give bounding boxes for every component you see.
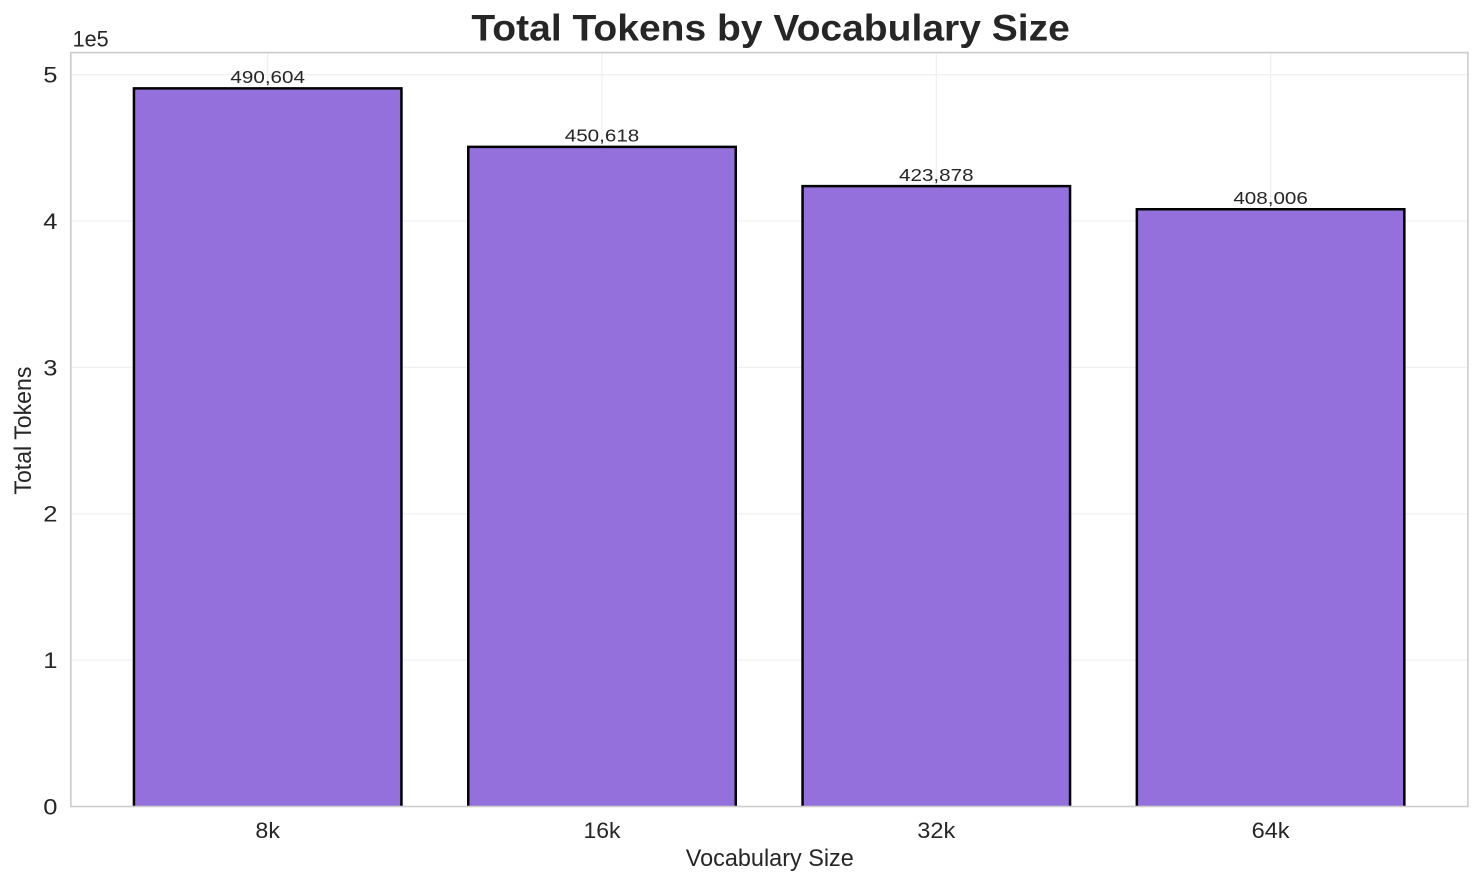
svg-text:408,006: 408,006 — [1233, 188, 1308, 208]
svg-text:64k: 64k — [1252, 818, 1291, 843]
svg-text:Total Tokens: Total Tokens — [11, 367, 37, 495]
svg-text:450,618: 450,618 — [565, 126, 640, 146]
svg-text:5: 5 — [43, 63, 57, 88]
svg-text:0: 0 — [43, 794, 57, 819]
svg-text:423,878: 423,878 — [899, 165, 974, 185]
svg-text:8k: 8k — [255, 818, 280, 843]
svg-text:32k: 32k — [917, 818, 956, 843]
svg-text:2: 2 — [43, 502, 57, 527]
svg-text:4: 4 — [43, 209, 57, 234]
svg-text:3: 3 — [43, 355, 57, 380]
svg-text:1e5: 1e5 — [73, 26, 109, 51]
svg-text:490,604: 490,604 — [230, 67, 305, 87]
svg-text:1: 1 — [43, 648, 57, 673]
svg-text:Vocabulary Size: Vocabulary Size — [686, 846, 854, 872]
svg-text:16k: 16k — [584, 818, 622, 843]
svg-text:Total Tokens by Vocabulary Siz: Total Tokens by Vocabulary Size — [471, 6, 1070, 48]
